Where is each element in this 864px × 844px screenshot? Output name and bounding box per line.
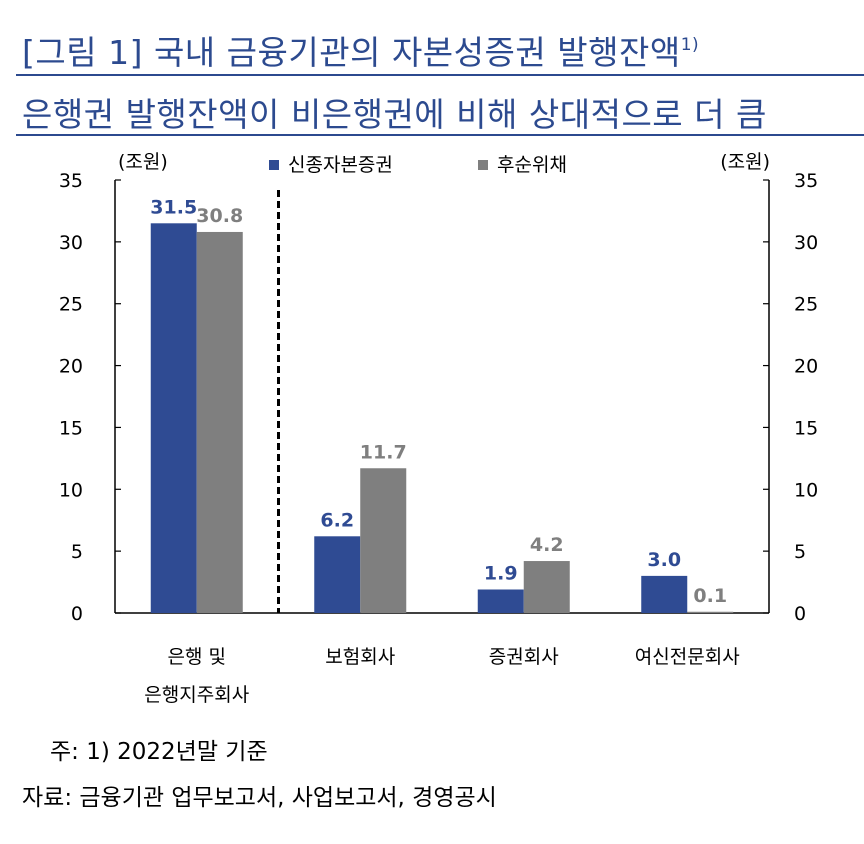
category-label: 은행 및 (168, 646, 226, 668)
category-label: 보험회사 (325, 646, 395, 668)
right-unit-label: (조원) (720, 151, 770, 173)
data-label: 4.2 (530, 534, 564, 556)
right-tick-label: 5 (794, 541, 806, 563)
bar-chart: 0 0 5 5 10 10 15 15 20 20 25 25 30 30 35 35 (조원) (조원) 신종자본… (59, 151, 818, 706)
chart-subtitle: 은행권 발행잔액이 비은행권에 비해 상대적으로 더 큼 (22, 95, 767, 134)
right-tick-label: 25 (794, 294, 818, 316)
left-tick-label: 15 (59, 417, 83, 439)
data-label: 6.2 (320, 509, 354, 531)
title-divider-top (16, 74, 864, 76)
category-label: 여신전문회사 (635, 646, 740, 668)
bar (360, 468, 407, 613)
category-label: 은행지주회사 (144, 684, 249, 706)
left-tick-label: 35 (59, 170, 83, 192)
legend-swatch-2 (478, 160, 488, 170)
bar (477, 589, 524, 613)
left-unit-label: (조원) (118, 151, 168, 173)
data-label: 1.9 (484, 562, 518, 584)
bar (641, 575, 688, 613)
footnote-source: 자료: 금융기관 업무보고서, 사업보고서, 경영공시 (22, 785, 497, 811)
legend-swatch-1 (269, 160, 279, 170)
data-label: 0.1 (693, 585, 727, 607)
right-tick-label: 10 (794, 479, 818, 501)
left-tick-label: 5 (71, 541, 83, 563)
footnote-note: 주: 1) 2022년말 기준 (50, 739, 268, 765)
legend-label-2: 후순위채 (497, 154, 567, 176)
bar (314, 536, 361, 613)
data-label: 30.8 (196, 205, 243, 227)
left-tick-label: 10 (59, 479, 83, 501)
title-footnote-marker: 1) (680, 35, 700, 55)
bar (687, 611, 734, 613)
bar (196, 231, 243, 613)
right-tick-label: 0 (794, 603, 806, 625)
left-tick-label: 0 (71, 603, 83, 625)
data-label: 3.0 (647, 549, 681, 571)
legend-label-1: 신종자본증권 (288, 154, 393, 176)
data-label: 31.5 (150, 196, 197, 218)
title-divider-bottom (16, 134, 864, 136)
right-tick-label: 35 (794, 170, 818, 192)
title-text: [그림 1] 국내 금융기관의 자본성증권 발행잔액 (22, 33, 681, 72)
right-tick-label: 30 (794, 232, 818, 254)
data-label: 11.7 (360, 441, 407, 463)
bar (150, 223, 197, 614)
right-tick-label: 15 (794, 417, 818, 439)
bar (523, 561, 570, 613)
left-tick-label: 25 (59, 294, 83, 316)
right-tick-label: 20 (794, 356, 818, 378)
left-tick-label: 20 (59, 356, 83, 378)
chart-title-line1: [그림 1] 국내 금융기관의 자본성증권 발행잔액1) (22, 26, 699, 74)
category-label: 증권회사 (489, 646, 559, 668)
left-tick-label: 30 (59, 232, 83, 254)
